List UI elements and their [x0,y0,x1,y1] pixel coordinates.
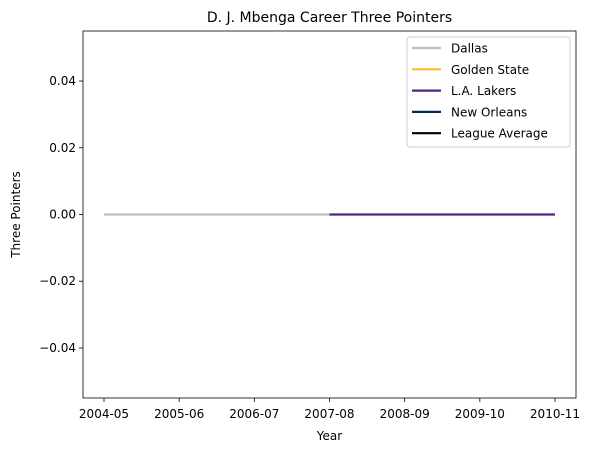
y-axis-label: Three Pointers [9,171,23,259]
legend-box [406,36,571,148]
legend-label: L.A. Lakers [451,84,516,98]
x-tick-label: 2006-07 [229,407,279,421]
legend-label: Golden State [451,63,529,77]
x-tick-label: 2010-11 [530,407,580,421]
legend-label: League Average [451,127,548,141]
x-tick-label: 2007-08 [304,407,354,421]
y-tick-label: −0.04 [39,341,76,355]
legend-label: New Orleans [451,105,527,119]
x-axis-ticks: 2004-05 2005-06 2006-07 2007-08 2008-09 2009-… [79,398,580,421]
x-tick-label: 2005-06 [154,407,204,421]
chart-title: D. J. Mbenga Career Three Pointers [207,10,452,26]
legend-label: Dallas [451,42,488,56]
x-tick-label: 2008-09 [380,407,430,421]
y-tick-label: −0.02 [39,274,76,288]
y-axis-ticks: 0.04 0.02 0.00 −0.02 −0.04 [39,74,83,355]
y-tick-label: 0.02 [49,141,76,155]
x-axis-label: Year [316,429,342,443]
x-tick-label: 2009-10 [455,407,505,421]
x-tick-label: 2004-05 [79,407,129,421]
legend: Dallas Golden State L.A. Lakers New Orleans… [406,36,571,148]
y-tick-label: 0.04 [49,74,76,88]
y-tick-label: 0.00 [49,208,76,222]
